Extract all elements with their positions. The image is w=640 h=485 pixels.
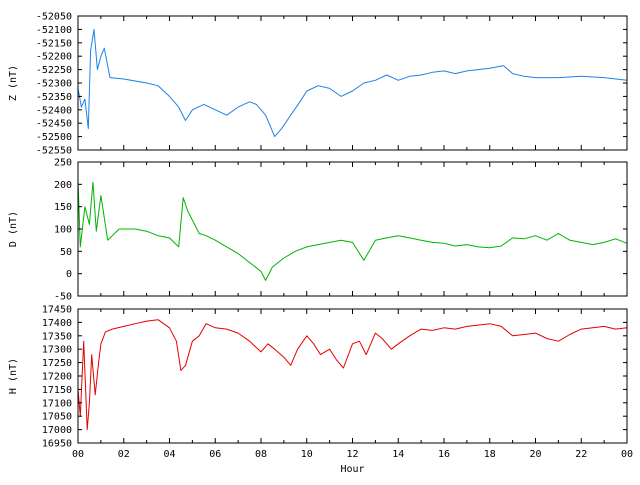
h-ytick-label: 17250 — [42, 358, 72, 369]
h-ytick-label: 16950 — [42, 439, 72, 450]
d-ytick-label: 0 — [66, 269, 72, 280]
d-ytick-label: 250 — [54, 158, 72, 169]
h-ytick-label: 17000 — [42, 425, 72, 436]
h-ytick-label: 17450 — [42, 305, 72, 316]
z-ytick-label: -52400 — [36, 105, 72, 116]
z-ytick-label: -52200 — [36, 52, 72, 63]
h-xtick-label: 08 — [255, 449, 267, 460]
h-xtick-label: 18 — [484, 449, 496, 460]
d-ytick-label: 200 — [54, 180, 72, 191]
d-ytick-label: 50 — [60, 247, 72, 258]
d-ylabel: D (nT) — [8, 211, 19, 247]
z-ytick-label: -52550 — [36, 146, 72, 157]
h-ylabel: H (nT) — [8, 358, 19, 394]
z-ylabel: Z (nT) — [8, 65, 19, 101]
h-xlabel: Hour — [340, 464, 364, 475]
z-ytick-label: -52100 — [36, 25, 72, 36]
h-ytick-label: 17200 — [42, 372, 72, 383]
h-xtick-label: 00 — [72, 449, 84, 460]
z-ytick-label: -52450 — [36, 119, 72, 130]
z-ytick-label: -52250 — [36, 65, 72, 76]
z-ytick-label: -52150 — [36, 38, 72, 49]
h-ytick-label: 17300 — [42, 345, 72, 356]
h-xtick-label: 22 — [575, 449, 587, 460]
z-panel: -52550 -52500 -52450 -52400 -52350 -52300 -522… — [8, 12, 628, 157]
d-series-line — [77, 179, 628, 281]
h-xtick-label: 12 — [346, 449, 358, 460]
h-ytick-label: 17050 — [42, 412, 72, 423]
z-ytick-label: -52350 — [36, 92, 72, 103]
z-series-line — [77, 28, 628, 138]
h-xtick-label: 02 — [118, 449, 130, 460]
h-series-line — [77, 319, 628, 431]
h-ytick-label: 17350 — [42, 331, 72, 342]
d-ytick-label: -50 — [54, 292, 72, 303]
h-xtick-label: 16 — [438, 449, 450, 460]
h-plot-frame — [77, 308, 628, 444]
z-plot-frame — [77, 15, 628, 151]
h-xtick-label: 14 — [392, 449, 404, 460]
d-plot-frame — [77, 161, 628, 297]
z-ytick-label: -52050 — [36, 12, 72, 23]
h-ytick-label: 17100 — [42, 398, 72, 409]
d-ytick-label: 150 — [54, 202, 72, 213]
h-panel: 16950 17000 17050 17100 17150 17200 17250 17300… — [8, 305, 633, 476]
d-panel: -50 0 50 100 150 200 250 D (nT) — [8, 158, 628, 303]
h-xtick-label: 06 — [209, 449, 221, 460]
h-xtick-label: 00 — [621, 449, 633, 460]
z-ytick-label: -52300 — [36, 79, 72, 90]
z-ytick-label: -52500 — [36, 132, 72, 143]
h-ytick-label: 17150 — [42, 385, 72, 396]
d-ytick-label: 100 — [54, 225, 72, 236]
h-xtick-label: 04 — [163, 449, 175, 460]
h-xtick-label: 10 — [301, 449, 313, 460]
h-xtick-label: 20 — [529, 449, 541, 460]
h-ytick-label: 17400 — [42, 318, 72, 329]
